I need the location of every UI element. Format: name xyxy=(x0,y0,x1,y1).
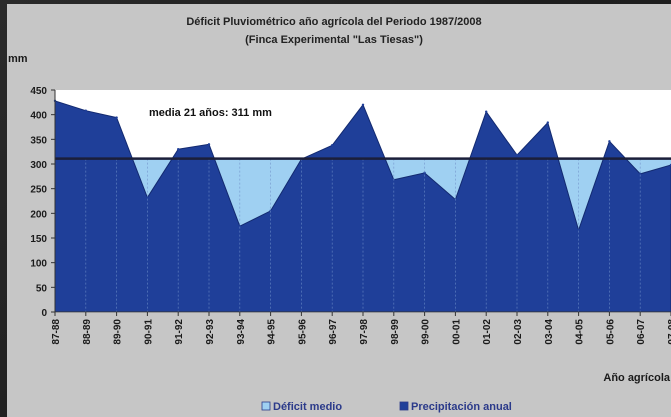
y-axis-label: mm xyxy=(8,53,28,65)
data-point xyxy=(639,172,642,176)
x-tick-label: 94-95 xyxy=(267,319,278,345)
y-tick-label: 50 xyxy=(36,283,48,294)
y-tick-label: 150 xyxy=(30,234,47,245)
area-chart: Déficit Pluviométrico año agrícola del P… xyxy=(8,16,671,413)
data-point xyxy=(207,143,211,146)
x-tick-label: 07-08 xyxy=(667,319,671,345)
x-tick-label: 02-03 xyxy=(513,319,524,345)
data-point xyxy=(608,140,611,143)
x-tick-label: 87-88 xyxy=(51,319,62,345)
x-tick-label: 89-90 xyxy=(113,319,124,345)
data-point xyxy=(146,196,149,199)
x-tick-label: 03-04 xyxy=(544,319,555,345)
data-point xyxy=(577,228,580,232)
y-tick-label: 250 xyxy=(30,185,47,196)
x-tick-label: 95-96 xyxy=(297,319,308,345)
x-tick-label: 99-00 xyxy=(421,319,432,345)
chart-title: Déficit Pluviométrico año agrícola del P… xyxy=(186,16,481,28)
x-tick-label: 04-05 xyxy=(575,319,586,345)
x-tick-label: 93-94 xyxy=(236,319,247,345)
data-point xyxy=(177,148,180,151)
data-point xyxy=(361,103,365,107)
data-point xyxy=(238,224,241,228)
data-point xyxy=(423,171,426,175)
x-tick-label: 88-89 xyxy=(82,319,93,345)
x-tick-label: 98-99 xyxy=(390,319,401,345)
y-tick-label: 100 xyxy=(30,259,47,270)
legend-swatch-precipitation xyxy=(399,401,409,411)
x-tick-label: 96-97 xyxy=(328,319,339,345)
data-point xyxy=(515,153,519,157)
x-tick-label: 06-07 xyxy=(636,319,647,345)
legend-label-precipitation: Precipitación anual xyxy=(411,401,512,413)
mean-annotation: media 21 años: 311 mm xyxy=(149,107,272,119)
chart-panel: Déficit Pluviométrico año agrícola del P… xyxy=(7,4,671,417)
legend-swatch-deficit xyxy=(261,401,271,411)
x-tick-label: 92-93 xyxy=(205,319,216,345)
y-tick-label: 400 xyxy=(30,111,47,122)
y-tick-label: 300 xyxy=(30,160,47,171)
data-point xyxy=(331,144,334,147)
x-tick-label: 97-98 xyxy=(359,319,370,345)
y-tick-label: 350 xyxy=(30,135,47,146)
chart-subtitle: (Finca Experimental "Las Tiesas") xyxy=(245,34,423,46)
x-axis-label: Año agrícola xyxy=(603,372,671,384)
data-point xyxy=(546,121,549,124)
legend: Déficit medio Precipitación anual xyxy=(261,401,512,413)
y-tick-label: 450 xyxy=(30,86,47,97)
x-tick-label: 05-06 xyxy=(605,319,616,345)
x-tick-label: 91-92 xyxy=(174,319,185,345)
x-tick-label: 90-91 xyxy=(143,319,154,345)
x-tick-label: 01-02 xyxy=(482,319,493,345)
data-point xyxy=(84,109,88,112)
y-tick-label: 0 xyxy=(41,308,47,319)
y-tick-label: 200 xyxy=(30,209,47,220)
data-point xyxy=(485,110,488,113)
legend-label-deficit: Déficit medio xyxy=(273,401,342,413)
data-point xyxy=(115,116,118,119)
x-tick-label: 00-01 xyxy=(451,319,462,345)
